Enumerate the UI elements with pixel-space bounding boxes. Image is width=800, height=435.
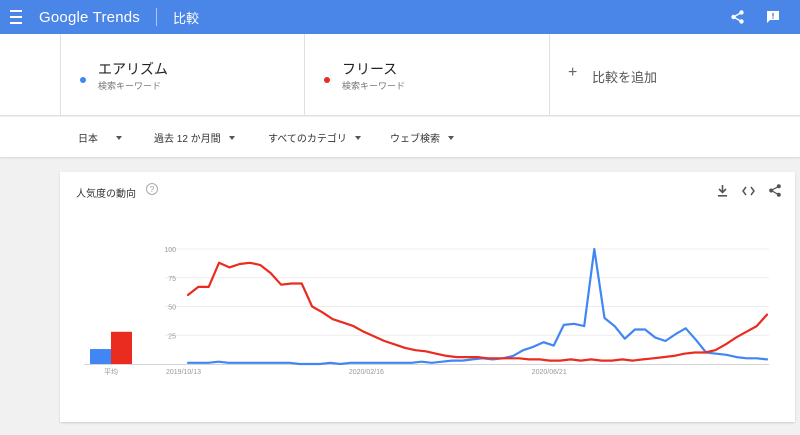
- search-type-label: ウェブ検索: [390, 134, 440, 145]
- y-tick-label: 50: [168, 305, 176, 312]
- term-name: エアリズム: [98, 61, 168, 77]
- filter-bar: 日本 過去 12 か月間 すべてのカテゴリ ウェブ検索: [0, 117, 800, 157]
- x-tick-label: 2020/02/16: [349, 369, 384, 376]
- term-card[interactable]: フリース 検索キーワード: [305, 34, 550, 116]
- search-type-dropdown[interactable]: ウェブ検索: [390, 130, 454, 145]
- interest-over-time-card: 人気度の動向 ? 100 75 50 25 平均 2019/10/13 2020/02/16…: [60, 172, 795, 422]
- average-bar: [111, 331, 132, 364]
- menu-icon[interactable]: [1, 0, 31, 34]
- feedback-icon[interactable]: [766, 10, 780, 24]
- period-label: 過去 12 か月間: [154, 134, 221, 145]
- y-tick-label: 75: [168, 276, 176, 283]
- share-icon[interactable]: [769, 184, 781, 197]
- trend-chart: 100 75 50 25 平均 2019/10/13 2020/02/16 2020/06/2…: [84, 247, 769, 376]
- y-tick-label: 25: [168, 333, 176, 340]
- period-dropdown[interactable]: 過去 12 か月間: [154, 130, 235, 145]
- x-tick-label: 2020/06/21: [532, 369, 567, 376]
- chevron-down-icon: [448, 135, 454, 140]
- add-comparison-button[interactable]: + 比較を追加: [550, 34, 800, 116]
- share-icon[interactable]: [731, 10, 744, 24]
- term-type: 検索キーワード: [342, 81, 406, 91]
- region-dropdown[interactable]: 日本: [78, 130, 122, 145]
- x-tick-label: 2019/10/13: [166, 369, 201, 376]
- chevron-down-icon: [354, 135, 361, 140]
- add-comparison-label: 比較を追加: [592, 70, 658, 85]
- average-bar: [90, 349, 111, 364]
- chevron-down-icon: [228, 135, 235, 140]
- chevron-down-icon: [116, 135, 122, 140]
- y-tick-label: 100: [164, 247, 176, 254]
- header-divider: [156, 8, 157, 26]
- series-line: [186, 261, 769, 362]
- term-name: フリース: [342, 61, 398, 77]
- top-app-bar: Google Trends 比較: [0, 0, 800, 34]
- page-section-title: 比較: [173, 10, 200, 26]
- plus-icon: +: [568, 64, 578, 81]
- compare-bar: エアリズム 検索キーワード フリース 検索キーワード + 比較を追加: [0, 34, 800, 116]
- card-title: 人気度の動向: [76, 189, 136, 200]
- term-color-dot: [324, 77, 330, 83]
- help-icon[interactable]: ?: [146, 183, 158, 195]
- category-label: すべてのカテゴリ: [268, 134, 347, 145]
- term-card[interactable]: エアリズム 検索キーワード: [60, 34, 305, 116]
- download-icon[interactable]: [717, 184, 728, 197]
- term-type: 検索キーワード: [98, 81, 162, 91]
- term-color-dot: [80, 77, 86, 83]
- series-line: [186, 247, 769, 366]
- category-dropdown[interactable]: すべてのカテゴリ: [268, 130, 361, 145]
- embed-code-icon[interactable]: [742, 186, 755, 196]
- region-label: 日本: [78, 134, 98, 145]
- average-label: 平均: [104, 367, 118, 376]
- app-logo[interactable]: Google Trends: [39, 8, 140, 26]
